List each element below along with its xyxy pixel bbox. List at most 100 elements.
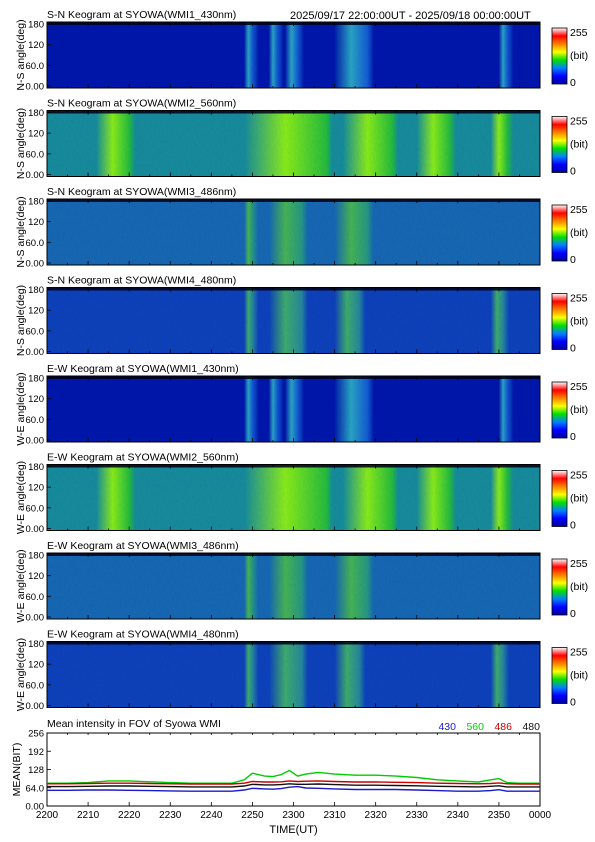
- y-tick-label: 0.00: [26, 701, 45, 712]
- panel-title: E-W Keogram at SYOWA(WMI1_430nm): [47, 363, 239, 375]
- colorbar: [551, 204, 568, 262]
- legend-entry-480: 480: [522, 721, 540, 733]
- x-tick-label: 2350: [488, 810, 511, 821]
- y-tick-label: 60.0: [26, 592, 45, 603]
- keogram-image: [47, 464, 540, 531]
- colorbar-max-label: 255: [570, 27, 588, 39]
- colorbar-min-label: 0: [570, 77, 576, 89]
- y-tick-label: 120: [28, 571, 44, 582]
- colorbar: [551, 27, 568, 85]
- y-axis-label: MEAN(BIT): [11, 743, 23, 797]
- colorbar-unit-label: (bit): [570, 50, 588, 62]
- colorbar: [551, 470, 568, 527]
- y-tick-label: 60.0: [26, 503, 45, 514]
- y-tick-label: 60.0: [26, 61, 45, 72]
- keogram-image: [47, 553, 540, 619]
- x-tick-label: 2230: [159, 810, 182, 821]
- x-tick-label: 2340: [447, 810, 470, 821]
- legend-entry-560: 560: [466, 721, 484, 733]
- y-axis-label: W-E angle(deg): [15, 549, 27, 622]
- legend-entry-430: 430: [438, 721, 456, 733]
- colorbar-unit-label: (bit): [570, 316, 588, 328]
- y-tick-label: 180: [28, 285, 44, 296]
- keogram-image: [47, 199, 540, 265]
- y-tick-label: 60.0: [26, 415, 45, 426]
- x-tick-label: 2220: [118, 810, 141, 821]
- y-tick-label: 180: [28, 639, 44, 650]
- colorbar-unit-label: (bit): [570, 581, 588, 593]
- colorbar-unit-label: (bit): [570, 139, 588, 151]
- y-tick-label: 180: [28, 374, 44, 385]
- y-tick-label: 0.00: [26, 613, 45, 624]
- keogram-panel-6: E-W Keogram at SYOWA(WMI2_560nm)180 120 60…: [15, 452, 588, 536]
- colorbar-max-label: 255: [570, 381, 588, 393]
- y-tick-label: 120: [28, 394, 44, 405]
- colorbar-min-label: 0: [570, 608, 576, 620]
- y-tick-label: 0.00: [26, 82, 45, 93]
- series-line-486: [47, 780, 540, 785]
- x-tick-label: 2330: [406, 810, 429, 821]
- colorbar-unit-label: (bit): [570, 404, 588, 416]
- y-tick-label: 0.00: [26, 802, 45, 813]
- keogram-image: [47, 287, 540, 354]
- panel-title: S-N Keogram at SYOWA(WMI1_430nm): [47, 9, 236, 21]
- colorbar: [551, 558, 568, 616]
- colorbar-unit-label: (bit): [570, 670, 588, 682]
- x-tick-label: 2310: [323, 810, 346, 821]
- y-tick-label: 128: [28, 765, 44, 776]
- keogram-image: [47, 641, 540, 708]
- colorbar: [551, 647, 568, 704]
- y-tick-label: 60.0: [26, 680, 45, 691]
- series-line-430: [47, 785, 540, 792]
- line-plot-frame: [46, 732, 541, 807]
- y-tick-label: 256: [28, 729, 44, 740]
- y-tick-label: 180: [28, 20, 44, 31]
- y-axis-label: N-S angle(deg): [15, 196, 27, 267]
- keogram-panel-1: S-N Keogram at SYOWA(WMI1_430nm)180 120 60…: [15, 9, 588, 93]
- y-axis-label: W-E angle(deg): [15, 372, 27, 445]
- series-line-560: [47, 769, 540, 784]
- y-axis-label: W-E angle(deg): [15, 638, 27, 711]
- y-tick-label: 64.0: [26, 783, 45, 794]
- y-tick-label: 180: [28, 108, 44, 119]
- colorbar-min-label: 0: [570, 520, 576, 532]
- line-chart-title: Mean intensity in FOV of Syowa WMI: [47, 718, 221, 730]
- panel-title: S-N Keogram at SYOWA(WMI3_486nm): [47, 186, 236, 198]
- keogram-panel-4: S-N Keogram at SYOWA(WMI4_480nm)180 120 60…: [15, 275, 588, 359]
- keogram-image: [47, 110, 540, 177]
- y-axis-label: W-E angle(deg): [15, 461, 27, 534]
- colorbar-max-label: 255: [570, 470, 588, 482]
- y-tick-label: 0.00: [26, 170, 45, 181]
- keogram-panel-7: E-W Keogram at SYOWA(WMI3_486nm)180 120 60…: [15, 540, 588, 624]
- keogram-panel-5: E-W Keogram at SYOWA(WMI1_430nm)180 120 60…: [15, 363, 588, 447]
- keogram-image: [47, 22, 540, 88]
- y-axis-label: N-S angle(deg): [15, 19, 27, 90]
- y-tick-label: 0.00: [26, 436, 45, 447]
- y-tick-label: 0.00: [26, 524, 45, 535]
- colorbar-min-label: 0: [570, 343, 576, 355]
- x-tick-label: 2320: [365, 810, 388, 821]
- x-tick-label: 2250: [241, 810, 264, 821]
- x-tick-label: 2300: [282, 810, 305, 821]
- colorbar-min-label: 0: [570, 166, 576, 178]
- legend: 480 486 560 430: [438, 721, 540, 733]
- y-tick-label: 120: [28, 129, 44, 140]
- y-tick-label: 60.0: [26, 326, 45, 337]
- x-tick-label: 0000: [529, 810, 552, 821]
- legend-entry-486: 486: [494, 721, 512, 733]
- colorbar: [551, 381, 568, 439]
- y-tick-label: 192: [28, 747, 44, 758]
- y-tick-label: 120: [28, 660, 44, 671]
- x-tick-label: 2200: [36, 810, 59, 821]
- colorbar-min-label: 0: [570, 431, 576, 443]
- colorbar-min-label: 0: [570, 254, 576, 266]
- keogram-panel-3: S-N Keogram at SYOWA(WMI3_486nm)180 120 60…: [15, 186, 588, 270]
- y-tick-label: 60.0: [26, 238, 45, 249]
- colorbar-unit-label: (bit): [570, 493, 588, 505]
- y-tick-label: 60.0: [26, 149, 45, 160]
- y-tick-label: 120: [28, 217, 44, 228]
- keogram-panel-8: E-W Keogram at SYOWA(WMI4_480nm)180 120 60…: [15, 629, 588, 713]
- colorbar-max-label: 255: [570, 647, 588, 659]
- y-tick-label: 120: [28, 483, 44, 494]
